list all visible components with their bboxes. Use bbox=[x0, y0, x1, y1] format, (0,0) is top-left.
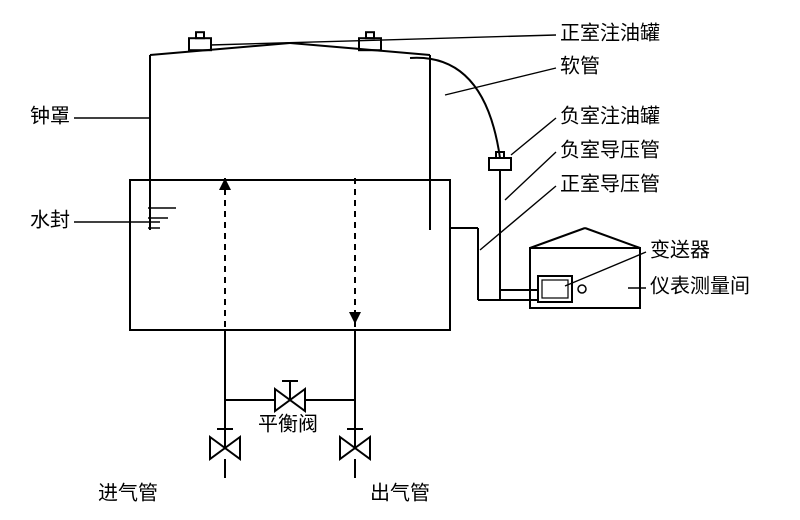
path-shape bbox=[410, 58, 500, 158]
label-water-seal: 水封 bbox=[30, 209, 70, 232]
label-inlet-pipe: 进气管 bbox=[98, 482, 158, 505]
circle-shape bbox=[578, 285, 586, 293]
line-shape bbox=[530, 228, 585, 248]
polygon-shape bbox=[275, 389, 290, 411]
rect-shape bbox=[196, 32, 204, 38]
polygon-shape bbox=[349, 312, 361, 324]
rect-shape bbox=[542, 280, 568, 298]
label-balance-valve: 平衡阀 bbox=[258, 413, 318, 436]
polygon-shape bbox=[290, 389, 305, 411]
line-shape bbox=[511, 118, 556, 155]
label-pos-guide-pipe: 正室导压管 bbox=[560, 173, 660, 196]
polygon-shape bbox=[210, 437, 225, 459]
line-shape bbox=[210, 35, 556, 45]
line-shape bbox=[585, 228, 640, 248]
rect-shape bbox=[366, 32, 374, 38]
label-hose: 软管 bbox=[560, 55, 600, 78]
label-outlet-pipe: 出气管 bbox=[370, 482, 430, 505]
label-neg-guide-pipe: 负室导压管 bbox=[560, 139, 660, 162]
label-neg-oil-tank: 负室注油罐 bbox=[560, 105, 660, 128]
label-instrument-room: 仪表测量间 bbox=[650, 275, 750, 298]
label-transmitter: 变送器 bbox=[650, 239, 710, 262]
label-bell-cover: 钟罩 bbox=[30, 105, 70, 128]
rect-shape bbox=[189, 38, 211, 50]
line-shape bbox=[565, 252, 646, 286]
label-pos-oil-tank: 正室注油罐 bbox=[560, 22, 660, 45]
line-shape bbox=[480, 186, 556, 250]
polygon-shape bbox=[355, 437, 370, 459]
polygon-shape bbox=[225, 437, 240, 459]
polygon-shape bbox=[340, 437, 355, 459]
rect-shape bbox=[130, 180, 450, 330]
rect-shape bbox=[489, 158, 511, 170]
